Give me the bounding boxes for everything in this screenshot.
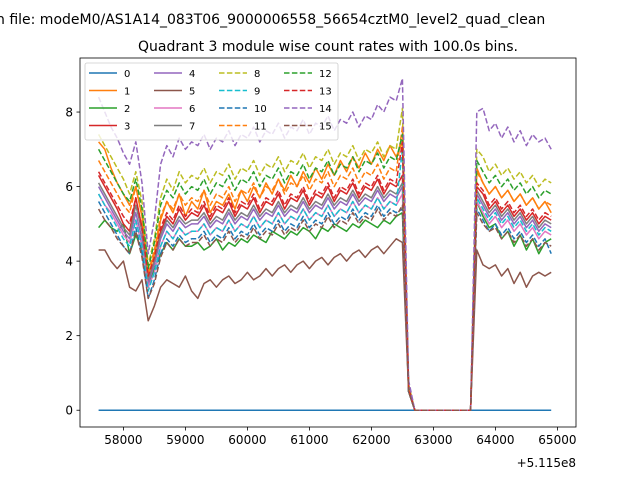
series-line-7 — [97, 182, 552, 411]
legend-label-7: 7 — [189, 122, 195, 133]
x-tick-label-65000: 65000 — [538, 433, 576, 447]
x-tick-label-58000: 58000 — [104, 433, 142, 447]
series-line-14 — [97, 77, 552, 411]
series-line-6 — [97, 193, 552, 411]
x-tick-label-60000: 60000 — [228, 433, 266, 447]
x-tick-label-63000: 63000 — [414, 433, 452, 447]
x-tick-label-64000: 64000 — [476, 433, 514, 447]
legend-label-15: 15 — [319, 122, 332, 133]
series-line-10 — [97, 201, 552, 411]
series-line-11 — [97, 126, 552, 411]
legend-label-8: 8 — [254, 69, 260, 80]
legend-label-13: 13 — [319, 87, 332, 98]
series-line-15 — [97, 204, 552, 411]
legend-label-4: 4 — [189, 69, 195, 80]
x-offset-label: +5.115e8 — [517, 456, 576, 470]
legend-label-1: 1 — [124, 87, 130, 98]
legend-label-11: 11 — [254, 122, 267, 133]
series-line-3 — [97, 174, 552, 411]
series-line-1 — [98, 141, 552, 411]
series-line-9 — [97, 148, 552, 411]
legend-label-0: 0 — [124, 69, 130, 80]
y-tick-label-0: 0 — [65, 404, 73, 418]
y-tick-label-8: 8 — [65, 106, 73, 120]
legend-label-6: 6 — [189, 104, 195, 115]
legend-label-12: 12 — [319, 69, 332, 80]
series-line-13 — [97, 141, 552, 411]
x-tick-label-61000: 61000 — [290, 433, 328, 447]
series-line-2 — [98, 200, 552, 411]
y-tick-label-4: 4 — [65, 255, 73, 269]
axes: 58000 59000 60000 61000 62000 63000 64000 65000… — [65, 57, 577, 447]
legend-label-10: 10 — [254, 104, 267, 115]
x-tick-label-59000: 59000 — [166, 433, 204, 447]
legend-label-3: 3 — [124, 122, 130, 133]
y-tick-label-2: 2 — [65, 329, 73, 343]
series-line-8 — [97, 107, 552, 411]
legend-label-9: 9 — [254, 87, 260, 98]
series-line-4 — [97, 185, 552, 411]
legend-label-5: 5 — [189, 87, 195, 98]
legend-box — [84, 62, 339, 141]
figure-suptitle: n file: modeM0/AS1A14_083T06_9000006558_… — [0, 12, 545, 28]
plot-frame — [79, 57, 577, 428]
legend-label-14: 14 — [319, 104, 332, 115]
series-layer — [97, 77, 552, 411]
legend-label-2: 2 — [124, 104, 130, 115]
x-tick-label-62000: 62000 — [352, 433, 390, 447]
series-line-5 — [98, 238, 552, 411]
y-tick-label-6: 6 — [65, 180, 73, 194]
chart-title: Quadrant 3 module wise count rates with … — [138, 39, 518, 55]
